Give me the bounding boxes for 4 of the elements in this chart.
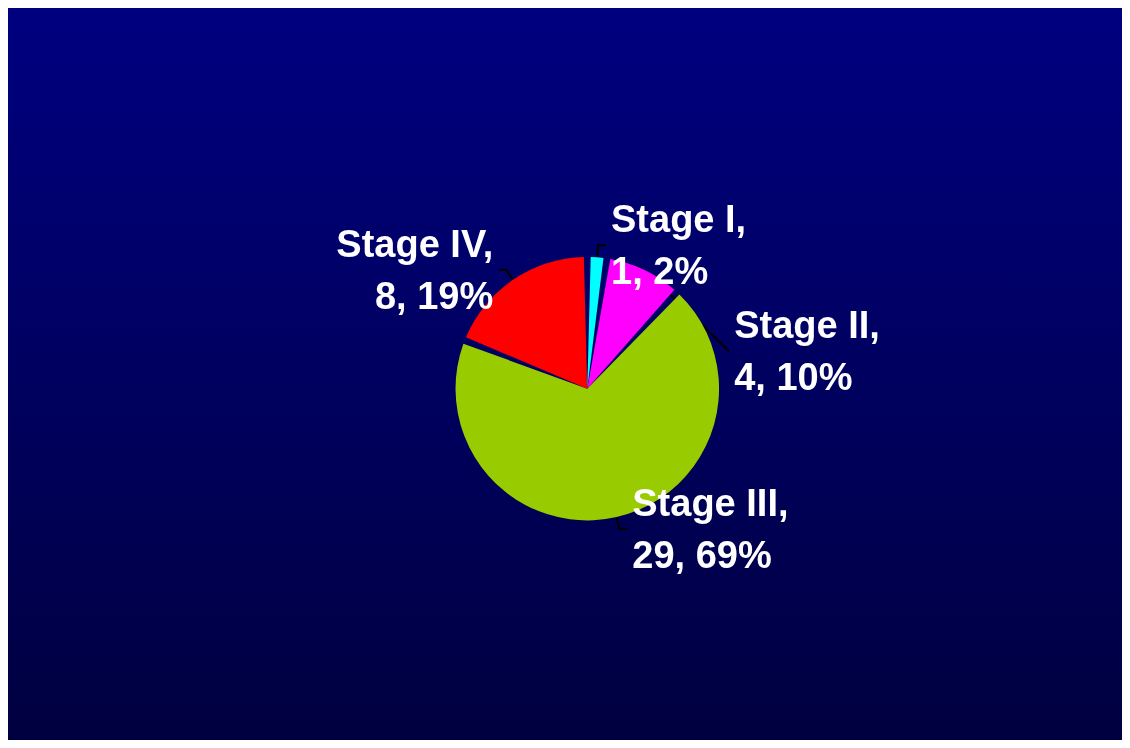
- slice-label: Stage III, 29, 69%: [632, 481, 789, 576]
- slice-label: Stage IV, 8, 19%: [336, 222, 494, 317]
- slice-label: Stage I, 1, 2%: [611, 198, 747, 293]
- slice-label: Stage II, 4, 10%: [734, 304, 880, 399]
